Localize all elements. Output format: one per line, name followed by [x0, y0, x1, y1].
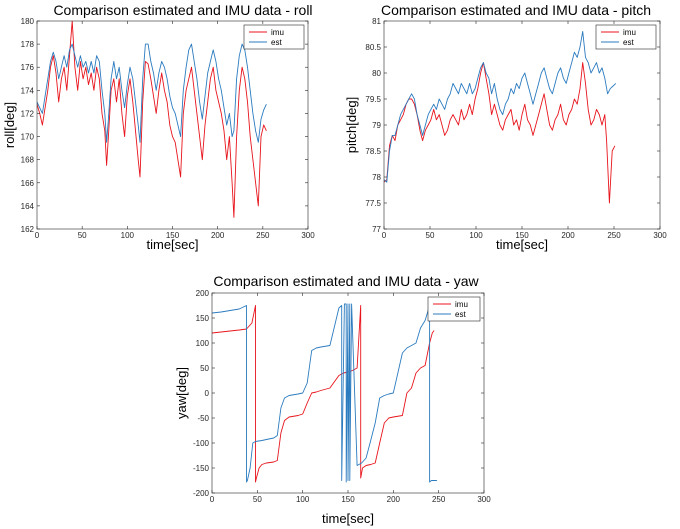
roll-legend-label-est: est	[271, 38, 282, 47]
yaw-xlabel: time[sec]	[322, 511, 374, 526]
pitch-ytick-label: 79.5	[365, 95, 381, 104]
yaw-xtick-label: 250	[432, 495, 446, 504]
yaw-legend-label-imu: imu	[455, 300, 468, 309]
yaw-ytick-label: 100	[196, 339, 210, 348]
pitch-xtick-label: 0	[382, 231, 387, 240]
pitch-ytick-label: 80	[372, 69, 381, 78]
roll-ylabel: roll[deg]	[2, 102, 17, 148]
yaw-ytick-label: 50	[200, 364, 209, 373]
roll-series-group	[37, 21, 267, 218]
yaw-xtick-label: 50	[253, 495, 262, 504]
roll-ytick-label: 168	[21, 156, 35, 165]
pitch-xtick-label: 300	[653, 231, 667, 240]
yaw-ytick-label: 150	[196, 314, 210, 323]
pitch-xlabel: time[sec]	[496, 237, 548, 252]
yaw-ytick-label: -150	[193, 464, 210, 473]
roll-series-est	[37, 43, 267, 143]
roll-legend-box	[243, 24, 305, 50]
roll-xtick-label: 50	[78, 231, 87, 240]
yaw-legend-label-est: est	[455, 310, 466, 319]
yaw-title: Comparison estimated and IMU data - yaw	[213, 273, 479, 289]
roll-ytick-label: 174	[21, 86, 35, 95]
pitch-title: Comparison estimated and IMU data - pitc…	[381, 2, 651, 18]
pitch-ytick-label: 77	[372, 225, 381, 234]
pitch-ytick-label: 81	[372, 17, 381, 26]
yaw-xtick-label: 100	[296, 495, 310, 504]
yaw-series-est	[212, 303, 437, 483]
pitch-xtick-label: 200	[561, 231, 575, 240]
pitch-series-group	[384, 30, 617, 204]
roll-ytick-label: 170	[21, 133, 35, 142]
pitch-ytick-label: 78	[372, 173, 381, 182]
roll-ytick-label: 166	[21, 179, 35, 188]
roll-xtick-label: 150	[166, 231, 180, 240]
yaw-series-group	[212, 303, 437, 483]
yaw-ytick-label: -100	[193, 439, 210, 448]
yaw-ytick-label: -200	[193, 489, 210, 498]
roll-title: Comparison estimated and IMU data - roll	[53, 2, 312, 18]
yaw-xtick-label: 200	[387, 495, 401, 504]
pitch-ylabel: pitch[deg]	[344, 97, 359, 153]
yaw-xtick-label: 300	[477, 495, 491, 504]
pitch-ytick-label: 79	[372, 121, 381, 130]
yaw-ylabel: yaw[deg]	[174, 367, 189, 419]
yaw-ytick-label: 200	[196, 289, 210, 298]
roll-legend-label-imu: imu	[271, 28, 284, 37]
roll-xlabel: time[sec]	[146, 237, 198, 252]
pitch-series-imu	[384, 62, 616, 204]
yaw-legend-box	[427, 296, 481, 322]
pitch-xtick-label: 100	[469, 231, 483, 240]
roll-xtick-label: 200	[211, 231, 225, 240]
pitch-ytick-label: 80.5	[365, 43, 381, 52]
roll-xtick-label: 250	[256, 231, 270, 240]
roll-xtick-label: 0	[35, 231, 40, 240]
roll-panel: Comparison estimated and IMU data - roll…	[2, 2, 315, 252]
pitch-legend-box	[595, 24, 657, 50]
yaw-ytick-label: 0	[205, 389, 210, 398]
roll-ytick-label: 162	[21, 225, 35, 234]
pitch-xtick-label: 150	[515, 231, 529, 240]
pitch-series-est	[384, 30, 617, 183]
roll-series-imu	[37, 21, 267, 218]
pitch-xtick-label: 50	[426, 231, 435, 240]
pitch-panel: Comparison estimated and IMU data - pitc…	[344, 2, 667, 252]
yaw-xtick-label: 150	[341, 495, 355, 504]
yaw-panel: Comparison estimated and IMU data - yaw 0…	[174, 273, 491, 526]
yaw-series-imu	[212, 305, 435, 483]
yaw-xtick-label: 0	[210, 495, 215, 504]
roll-ytick-label: 164	[21, 202, 35, 211]
pitch-ytick-label: 77.5	[365, 199, 381, 208]
yaw-ytick-label: -50	[197, 414, 209, 423]
roll-axes-frame	[36, 20, 309, 230]
roll-ytick-label: 178	[21, 40, 35, 49]
roll-ytick-label: 176	[21, 63, 35, 72]
roll-xtick-label: 300	[301, 231, 315, 240]
roll-ytick-label: 172	[21, 109, 35, 118]
roll-ytick-label: 180	[21, 17, 35, 26]
pitch-legend-label-imu: imu	[623, 28, 636, 37]
pitch-xtick-label: 250	[607, 231, 621, 240]
pitch-legend-label-est: est	[623, 38, 634, 47]
pitch-ytick-label: 78.5	[365, 147, 381, 156]
roll-xtick-label: 100	[121, 231, 135, 240]
